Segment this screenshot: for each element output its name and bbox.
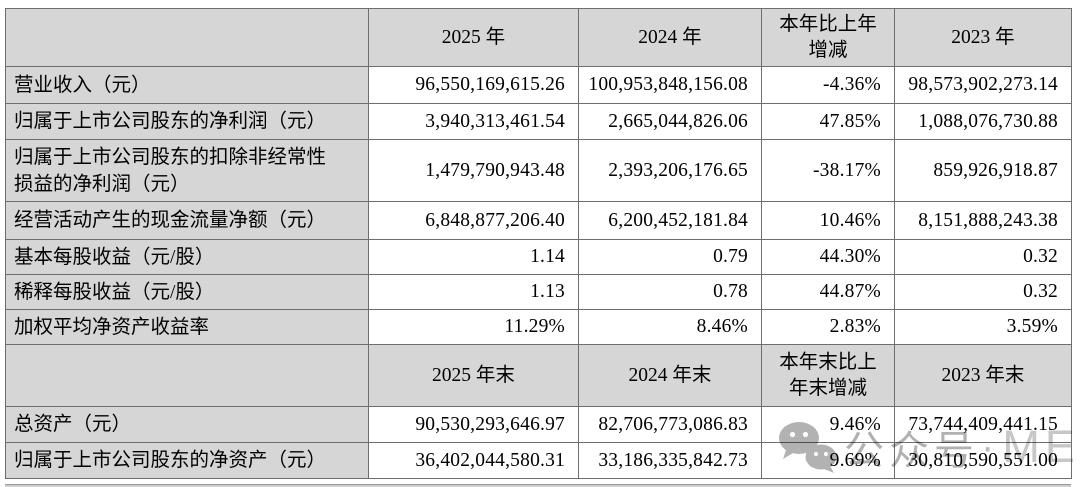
cell-2025: 1,479,790,943.48 (368, 139, 579, 202)
row-label-text: 总资产（元） (14, 414, 132, 435)
row-label: 基本每股收益（元/股） (5, 239, 369, 275)
eop-header-row: 2025 年末 2024 年末 本年末比上年末增减 2023 年末 (5, 344, 1072, 407)
cell-2024: 82,706,773,086.83 (578, 406, 762, 443)
wechat-icon (779, 422, 837, 473)
cell-2025: 1.13 (368, 274, 579, 310)
cell-2024: 6,200,452,181.84 (578, 201, 762, 240)
cell-2024: 2,665,044,826.06 (578, 103, 762, 140)
cell-change: -4.36% (761, 66, 895, 104)
period-header-2025: 2025 年 (368, 8, 579, 67)
period-header-2023-label: 2023 年 (951, 26, 1015, 48)
period-header-change: 本年比上年增减 (761, 8, 895, 67)
eop-header-change: 本年末比上年末增减 (761, 344, 895, 407)
cell-2023: 859,926,918.87 (894, 139, 1072, 202)
cell-2024: 33,186,335,842.73 (578, 442, 762, 479)
row-label: 归属于上市公司股东的净利润（元） (5, 103, 369, 140)
cell-2025: 96,550,169,615.26 (368, 66, 579, 104)
cell-2024: 0.79 (578, 239, 762, 275)
cell-2025: 6,848,877,206.40 (368, 201, 579, 240)
cell-2023: 8,151,888,243.38 (894, 201, 1072, 240)
watermark: 公众号 · MEMS (776, 418, 1080, 476)
period-header-2024: 2024 年 (578, 8, 762, 67)
cell-2025: 36,402,044,580.31 (368, 442, 579, 479)
cell-change: 44.87% (761, 274, 895, 310)
cell-2024: 0.78 (578, 274, 762, 310)
eop-header-corner-cell (5, 344, 369, 407)
row-label-text: 基本每股收益（元/股） (14, 246, 215, 268)
cell-2023: 0.32 (894, 274, 1072, 310)
table-row-operating-cash-flow: 经营活动产生的现金流量净额（元） 6,848,877,206.40 6,200,… (5, 201, 1072, 240)
cell-change: 47.85% (761, 103, 895, 140)
row-label: 加权平均净资产收益率 (5, 309, 369, 345)
cell-2025: 11.29% (368, 309, 579, 345)
watermark-label: 公众号 (844, 429, 979, 473)
cell-2023: 30,810,590,551.00 (894, 442, 1072, 479)
row-label: 总资产（元） (5, 406, 369, 443)
eop-header-change-label: 本年末比上年末增减 (779, 351, 877, 399)
cell-2025: 1.14 (368, 239, 579, 275)
row-label: 归属于上市公司股东的净资产（元） (5, 442, 369, 479)
table-row-net-profit: 归属于上市公司股东的净利润（元） 3,940,313,461.54 2,665,… (5, 103, 1072, 140)
row-label-text: 经营活动产生的现金流量净额（元） (14, 210, 327, 231)
cell-2025: 3,940,313,461.54 (368, 103, 579, 140)
cell-2023: 98,573,902,273.14 (894, 66, 1072, 104)
table-row-revenue: 营业收入（元） 96,550,169,615.26 100,953,848,15… (5, 66, 1072, 104)
cell-change: 10.46% (761, 201, 895, 240)
eop-header-2024: 2024 年末 (578, 344, 762, 407)
row-label-text: 加权平均净资产收益率 (14, 316, 210, 338)
eop-header-2024-label: 2024 年末 (628, 364, 712, 386)
table-row-basic-eps: 基本每股收益（元/股） 1.14 0.79 44.30% 0.32 (5, 239, 1072, 275)
cell-2023: 73,744,409,441.15 (894, 406, 1072, 443)
period-header-2024-label: 2024 年 (638, 26, 702, 48)
period-header-change-label: 本年比上年增减 (779, 13, 877, 61)
financial-summary-table: 2025 年 2024 年 本年比上年增减 2023 年 营业收入（元） 96,… (5, 8, 1072, 479)
eop-header-2025-label: 2025 年末 (432, 364, 515, 386)
cell-change: 44.30% (761, 239, 895, 275)
row-label-text: 稀释每股收益（元/股） (14, 281, 215, 303)
period-header-row: 2025 年 2024 年 本年比上年增减 2023 年 (5, 8, 1072, 67)
row-label-text: 归属于上市公司股东的扣除非经常性损益的净利润（元） (14, 146, 327, 195)
table-row-total-assets: 总资产（元） 90,530,293,646.97 82,706,773,086.… (5, 406, 1072, 443)
cell-2024: 100,953,848,156.08 (578, 66, 762, 104)
cell-change: -38.17% (761, 139, 895, 202)
eop-header-2023-label: 2023 年末 (941, 364, 1025, 386)
period-header-2023: 2023 年 (894, 8, 1072, 67)
table-row-net-assets: 归属于上市公司股东的净资产（元） 36,402,044,580.31 33,18… (5, 442, 1072, 479)
row-label: 稀释每股收益（元/股） (5, 274, 369, 310)
row-label-text: 归属于上市公司股东的净资产（元） (14, 450, 327, 471)
cell-2024: 2,393,206,176.65 (578, 139, 762, 202)
period-header-2025-label: 2025 年 (441, 26, 506, 48)
period-header-corner-cell (5, 8, 369, 67)
next-row-cutoff-strip (5, 484, 1071, 487)
watermark-separator: · (981, 424, 995, 469)
table-row-weighted-avg-roe: 加权平均净资产收益率 11.29% 8.46% 2.83% 3.59% (5, 309, 1072, 345)
cell-change: 2.83% (761, 309, 895, 345)
cell-2023: 3.59% (894, 309, 1072, 345)
eop-header-2023: 2023 年末 (894, 344, 1072, 407)
cell-2025: 90,530,293,646.97 (368, 406, 579, 443)
row-label-text: 营业收入（元） (14, 74, 151, 96)
cell-2023: 1,088,076,730.88 (894, 103, 1072, 140)
row-label-text: 归属于上市公司股东的净利润（元） (14, 111, 327, 132)
table-row-net-profit-excl-nonrecurring: 归属于上市公司股东的扣除非经常性损益的净利润（元） 1,479,790,943.… (5, 139, 1072, 202)
row-label: 营业收入（元） (5, 66, 369, 104)
cell-2023: 0.32 (894, 239, 1072, 275)
eop-header-2025: 2025 年末 (368, 344, 579, 407)
row-label: 经营活动产生的现金流量净额（元） (5, 201, 369, 240)
watermark-brand: MEMS (1002, 421, 1080, 472)
table-row-diluted-eps: 稀释每股收益（元/股） 1.13 0.78 44.87% 0.32 (5, 274, 1072, 310)
cell-2024: 8.46% (578, 309, 762, 345)
row-label: 归属于上市公司股东的扣除非经常性损益的净利润（元） (5, 139, 369, 202)
